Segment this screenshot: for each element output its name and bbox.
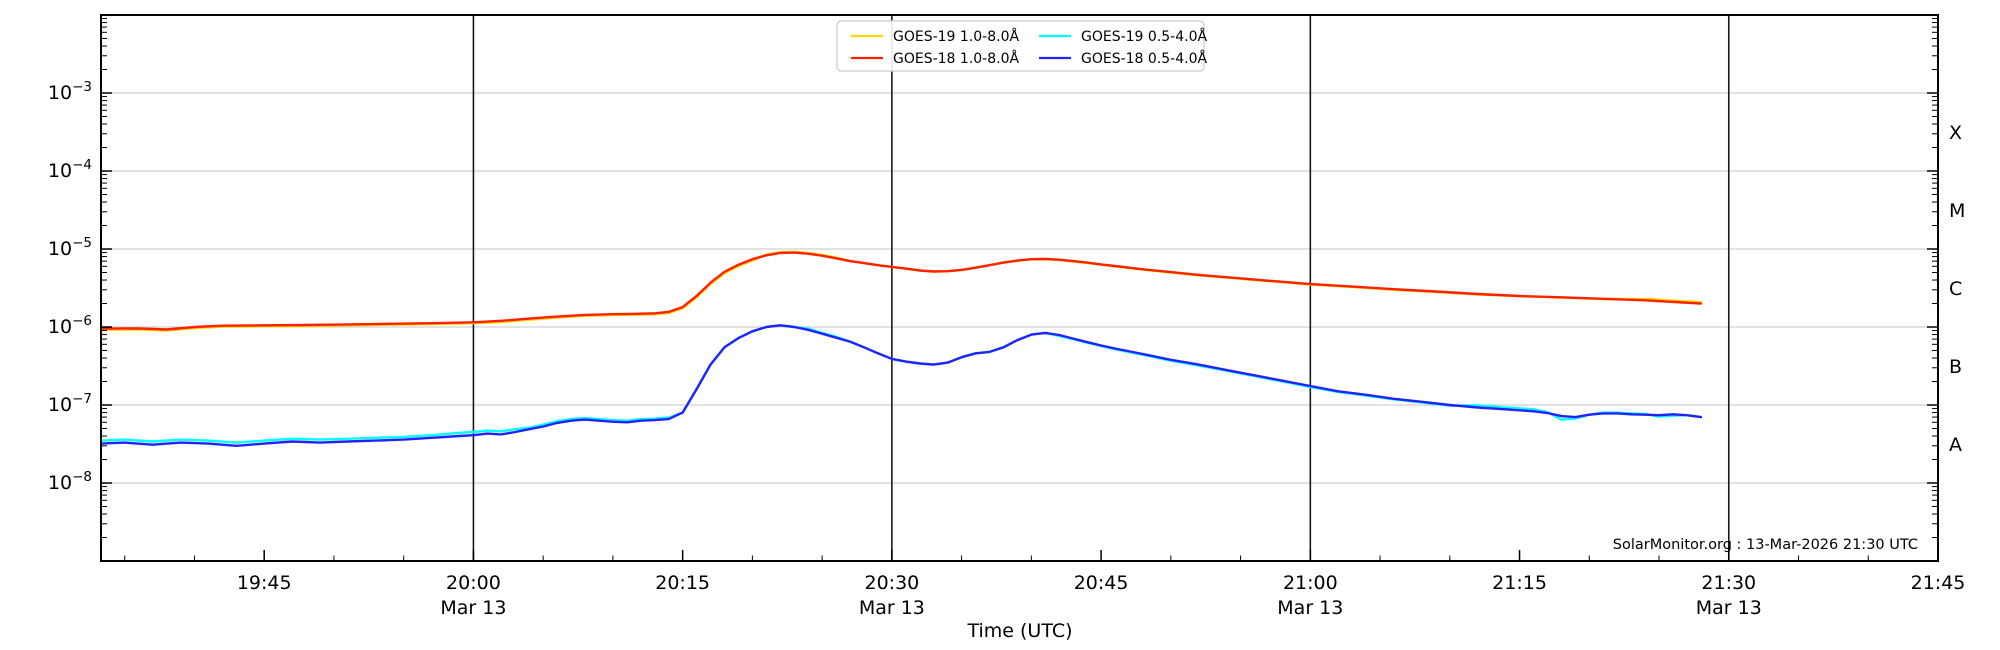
goes-class-label: M [1949, 200, 1965, 222]
series-line-2 [101, 324, 1703, 444]
y-tick-label: 10−6 [48, 313, 92, 338]
x-tick-date-label: Mar 13 [1277, 597, 1343, 619]
y-tick-label: 10−8 [48, 469, 92, 494]
goes-class-label: X [1949, 122, 1962, 144]
goes-class-label: B [1949, 356, 1962, 378]
legend-label: GOES-18 1.0-8.0Å [893, 50, 1019, 67]
watermark-text: SolarMonitor.org : 13-Mar-2026 21:30 UTC [1613, 537, 1918, 553]
y-tick-label: 10−5 [48, 235, 92, 260]
series-line-1 [101, 251, 1703, 331]
x-tick-date-label: Mar 13 [859, 597, 925, 619]
x-tick-label: 20:15 [655, 572, 710, 594]
legend-label: GOES-19 1.0-8.0Å [893, 28, 1019, 45]
series-line-0 [101, 250, 1703, 332]
legend-box [836, 20, 1205, 72]
y-tick-label: 10−7 [48, 391, 92, 416]
x-tick-label: 20:00 [446, 572, 501, 594]
x-tick-label: 19:45 [237, 572, 292, 594]
y-tick-label: 10−4 [48, 157, 92, 182]
goes-class-label: A [1949, 434, 1962, 456]
x-tick-label: 20:45 [1074, 572, 1129, 594]
x-tick-label: 20:30 [864, 572, 919, 594]
legend-label: GOES-18 0.5-4.0Å [1081, 50, 1207, 67]
series-line-3 [101, 324, 1703, 447]
x-tick-label: 21:00 [1283, 572, 1338, 594]
plot-frame [100, 14, 1939, 562]
legend-label: GOES-19 0.5-4.0Å [1081, 28, 1207, 45]
y-tick-label: 10−3 [48, 79, 92, 104]
x-tick-date-label: Mar 13 [1696, 597, 1762, 619]
x-tick-date-label: Mar 13 [440, 597, 506, 619]
x-axis-title: Time (UTC) [966, 620, 1072, 642]
x-tick-label: 21:45 [1911, 572, 1966, 594]
goes-class-label: C [1949, 278, 1962, 300]
x-tick-label: 21:15 [1492, 572, 1547, 594]
x-tick-label: 21:30 [1701, 572, 1756, 594]
